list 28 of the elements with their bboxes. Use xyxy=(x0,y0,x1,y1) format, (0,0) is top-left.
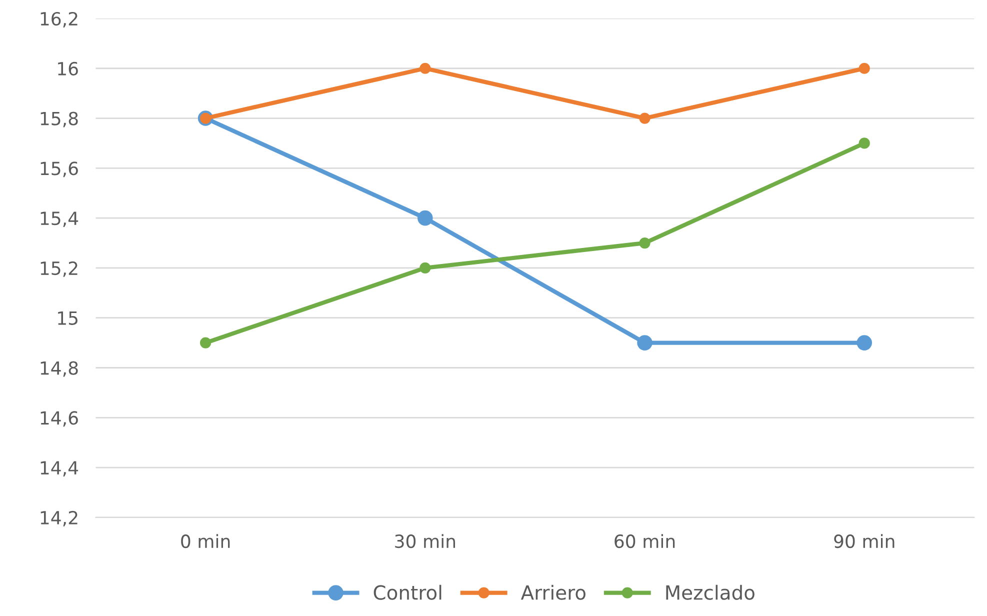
y-tick-label: 15 xyxy=(58,312,78,325)
y-tick-label: 15,4 xyxy=(40,212,78,228)
y-tick-label: 14,8 xyxy=(40,361,78,377)
y-tick-label: 15,8 xyxy=(40,112,78,128)
point xyxy=(639,237,650,249)
y-tick-label: 16,2 xyxy=(40,12,78,28)
point xyxy=(200,337,212,348)
y-tick-label: 16 xyxy=(58,62,78,76)
y-tick-label: 14,2 xyxy=(40,510,78,526)
x-tick-label: 30 min xyxy=(395,534,455,548)
point xyxy=(418,210,433,226)
point xyxy=(856,335,872,350)
point xyxy=(637,335,652,350)
legend-label: Arriero xyxy=(520,584,586,600)
x-tick-label: 0 min xyxy=(181,534,230,548)
y-tick-label: 14,6 xyxy=(40,411,78,427)
point xyxy=(420,262,431,274)
y-tick-label: 15,6 xyxy=(40,162,78,178)
point xyxy=(858,138,870,149)
point xyxy=(639,112,650,124)
x-tick-label: 60 min xyxy=(614,534,675,548)
legend-label: Mezclado xyxy=(666,584,754,600)
point xyxy=(858,62,870,74)
y-tick-label: 14,4 xyxy=(40,461,78,477)
y-tick-label: 15,2 xyxy=(40,261,78,277)
x-tick-label: 90 min xyxy=(834,534,894,548)
legend-label: Control xyxy=(374,584,442,600)
point xyxy=(420,62,431,74)
